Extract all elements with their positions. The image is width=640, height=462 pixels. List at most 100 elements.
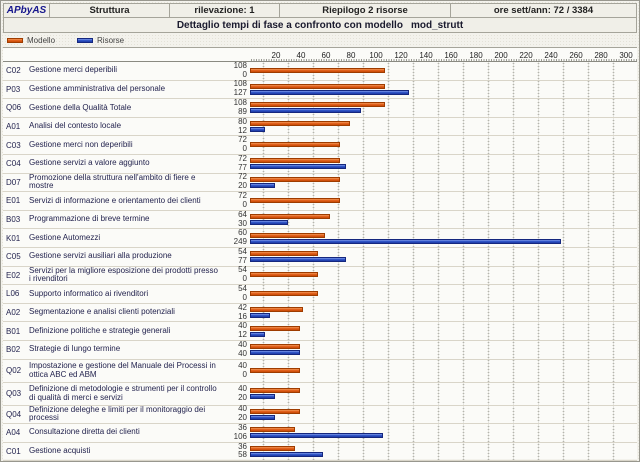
table-row[interactable]: L06 Supporto informatico ai rivenditori 54…: [3, 284, 637, 304]
table-row[interactable]: C01 Gestione acquisti 36 58: [3, 441, 637, 461]
phase-values: 54 0: [221, 284, 250, 303]
phase-values: 36 106: [221, 422, 250, 442]
phase-values: 40 12: [221, 321, 250, 340]
table-row[interactable]: E01 Servizi di informazione e orientament…: [3, 191, 637, 211]
modello-value: 36: [238, 422, 247, 432]
table-row[interactable]: E02 Servizi per la migliore esposizione d…: [3, 265, 637, 286]
phase-values: 36 58: [221, 441, 250, 461]
phase-code: A04: [6, 428, 21, 438]
phase-label: Supporto informatico ai rivenditori: [29, 289, 149, 298]
legend-modello-label: Modello: [27, 36, 56, 45]
bar-group: [250, 158, 637, 170]
modello-value: 40: [238, 404, 247, 414]
phase-values: 108 89: [221, 98, 250, 117]
phase-code: D07: [6, 177, 21, 187]
phase-label: Definizione di metodologie e strumenti p…: [29, 384, 217, 402]
phase-values: 54 77: [221, 247, 250, 266]
legend-risorse-label: Risorse: [97, 36, 125, 45]
table-row[interactable]: C03 Gestione merci non deperibili 72 0: [3, 135, 637, 155]
table-row[interactable]: B03 Programmazione di breve termine 64 30: [3, 210, 637, 230]
table-row[interactable]: Q04 Definizione deleghe e limiti per il m…: [3, 404, 637, 425]
modello-bar: [250, 251, 318, 257]
modello-value: 40: [238, 339, 247, 349]
table-row[interactable]: P03 Gestione amministrativa del personale…: [3, 79, 637, 100]
phase-label: Gestione amministrativa del personale: [29, 84, 166, 93]
modello-bar: [250, 158, 340, 164]
modello-bar: [250, 67, 385, 73]
header-row: APbyAS Struttura rilevazione: 1 Riepilog…: [3, 3, 637, 18]
risorse-swatch-icon: [77, 38, 94, 43]
risorse-bar: [250, 182, 275, 188]
bar-group: [250, 307, 637, 319]
table-row[interactable]: Q03 Definizione di metodologie e strument…: [3, 383, 637, 406]
legend-item-modello: Modello: [7, 36, 55, 45]
table-row[interactable]: A04 Consultazione diretta dei clienti 36 10…: [3, 422, 637, 443]
phase-values: 40 40: [221, 339, 250, 359]
risorse-value: 20: [238, 413, 247, 423]
phase-code: C05: [6, 252, 21, 262]
modello-value: 108: [233, 98, 247, 108]
bar-group: [250, 121, 637, 133]
table-row[interactable]: C02 Gestione merci deperibili 108 0: [3, 61, 637, 81]
phase-values: 72 0: [221, 135, 250, 154]
risorse-bar: [250, 220, 288, 226]
table-row[interactable]: B02 Strategie di lungo termine 40 40: [3, 339, 637, 360]
table-row[interactable]: Q06 Gestione della Qualità Totale 108 89: [3, 98, 637, 118]
table-row[interactable]: C04 Gestione servizi a valore aggiunto 72 7…: [3, 153, 637, 174]
axis-tick: 280: [594, 51, 608, 60]
page-title-text: Dettaglio tempi di fase a confronto con …: [176, 19, 403, 31]
table-row[interactable]: C05 Gestione servizi ausiliari alla produ…: [3, 247, 637, 267]
app-logo: APbyAS: [4, 4, 50, 17]
table-row[interactable]: A01 Analisi del contesto locale 80 12: [3, 117, 637, 137]
phase-label: Analisi del contesto locale: [29, 122, 122, 131]
axis-tick: 220: [519, 51, 533, 60]
bar-group: [250, 67, 637, 74]
modello-bar: [250, 176, 340, 182]
modello-value: 42: [238, 302, 247, 312]
axis-tick: 40: [296, 51, 306, 60]
phase-values: 64 30: [221, 210, 250, 229]
risorse-bar: [250, 394, 275, 399]
modello-bar: [250, 272, 318, 278]
risorse-bar: [250, 433, 383, 439]
risorse-value: 12: [238, 125, 247, 135]
chart-rows: C02 Gestione merci deperibili 108 0 P03 Gesti…: [3, 61, 637, 461]
modello-value: 60: [238, 228, 247, 238]
axis-minor-ticks: [251, 59, 637, 61]
bar-group: [250, 408, 637, 420]
phase-code: L06: [6, 289, 20, 299]
modello-bar: [250, 367, 300, 373]
risorse-bar: [250, 313, 270, 319]
phase-code: B02: [6, 345, 21, 355]
table-row[interactable]: Q02 Impostazione e gestione del Manuale d…: [3, 360, 637, 383]
bar-group: [250, 232, 637, 244]
phase-values: 108 127: [221, 79, 250, 98]
phase-values: 40 0: [221, 361, 250, 380]
risorse-value: 12: [238, 330, 247, 340]
modello-bar: [250, 307, 303, 313]
modello-value: 72: [238, 153, 247, 163]
page-title-model-name: mod_strutt: [410, 19, 464, 31]
modello-value: 72: [238, 135, 247, 145]
table-row[interactable]: B01 Definizione politiche e strategie gen…: [3, 321, 637, 341]
bar-group: [250, 272, 637, 278]
table-row[interactable]: K01 Gestione Automezzi 60 249: [3, 228, 637, 248]
risorse-value: 58: [238, 450, 247, 460]
bar-group: [250, 445, 637, 457]
modello-bar: [250, 290, 318, 296]
risorse-bar: [250, 451, 323, 457]
bar-group: [250, 367, 637, 374]
axis-tick: 100: [369, 51, 383, 60]
modello-value: 40: [238, 383, 247, 393]
phase-values: 60 249: [221, 228, 250, 247]
bar-group: [250, 388, 637, 399]
modello-bar: [250, 142, 340, 148]
modello-value: 36: [238, 441, 247, 451]
risorse-value: 0: [242, 199, 247, 209]
table-row[interactable]: D07 Promozione della struttura nell'ambit…: [3, 172, 637, 193]
table-row[interactable]: A02 Segmentazione e analisi clienti poten…: [3, 302, 637, 323]
legend-item-risorse: Risorse: [77, 36, 124, 45]
risorse-value: 20: [238, 181, 247, 191]
bar-group: [250, 251, 637, 263]
